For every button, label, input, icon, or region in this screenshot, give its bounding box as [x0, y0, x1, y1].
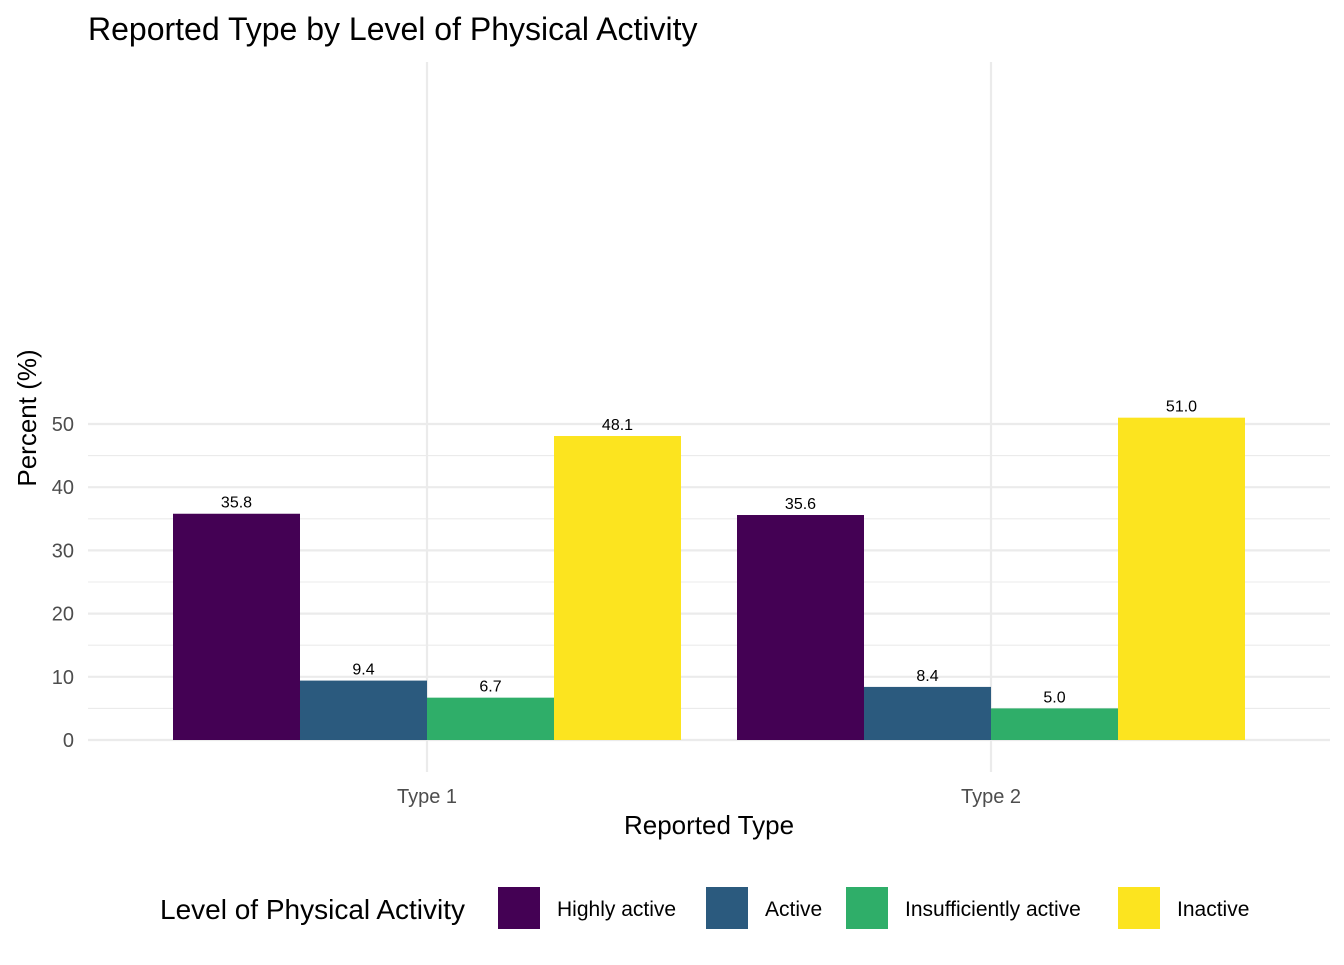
legend-label: Active [765, 898, 822, 921]
bar [300, 680, 427, 740]
data-label: 6.7 [479, 679, 501, 696]
legend-key [706, 887, 748, 929]
bar [173, 513, 300, 740]
bar [554, 436, 681, 740]
y-tick-label: 30 [52, 540, 74, 562]
legend-items: Highly active Active Insufficiently active… [498, 887, 1249, 929]
legend-key [846, 887, 888, 929]
y-tick-label: 40 [52, 477, 74, 499]
x-tick-label: Type 1 [397, 786, 457, 808]
y-tick-label: 0 [63, 730, 74, 752]
legend-key [1118, 887, 1160, 929]
legend-label: Inactive [1177, 898, 1249, 921]
x-tick-label: Type 2 [961, 786, 1021, 808]
legend-key [498, 887, 540, 929]
data-label: 35.8 [221, 495, 252, 512]
bars-layer [173, 417, 1245, 740]
data-label: 48.1 [602, 417, 633, 434]
y-tick-label: 20 [52, 604, 74, 626]
x-axis-ticks: Type 1 Type 2 [397, 786, 1021, 808]
bar [991, 708, 1118, 740]
data-labels-layer: 35.8 9.4 6.7 48.1 35.6 8.4 5.0 51.0 [221, 399, 1197, 707]
x-axis-title: Reported Type [624, 810, 794, 840]
legend-label: Insufficiently active [905, 898, 1081, 921]
bar [864, 686, 991, 740]
y-tick-label: 50 [52, 414, 74, 436]
y-axis-title: Percent (%) [12, 349, 42, 486]
bar [737, 515, 864, 740]
data-label: 9.4 [352, 662, 374, 679]
data-label: 5.0 [1043, 689, 1065, 706]
chart-title: Reported Type by Level of Physical Activ… [88, 11, 698, 47]
y-axis-ticks: 0 10 20 30 40 50 [52, 414, 74, 752]
legend-title: Level of Physical Activity [160, 894, 465, 925]
legend-label: Highly active [557, 898, 676, 921]
data-label: 35.6 [785, 496, 816, 513]
legend: Level of Physical Activity Highly active… [160, 887, 1249, 929]
y-tick-label: 10 [52, 667, 74, 689]
data-label: 8.4 [916, 668, 938, 685]
data-label: 51.0 [1166, 399, 1197, 416]
bar [1118, 417, 1245, 740]
bar [427, 697, 554, 740]
